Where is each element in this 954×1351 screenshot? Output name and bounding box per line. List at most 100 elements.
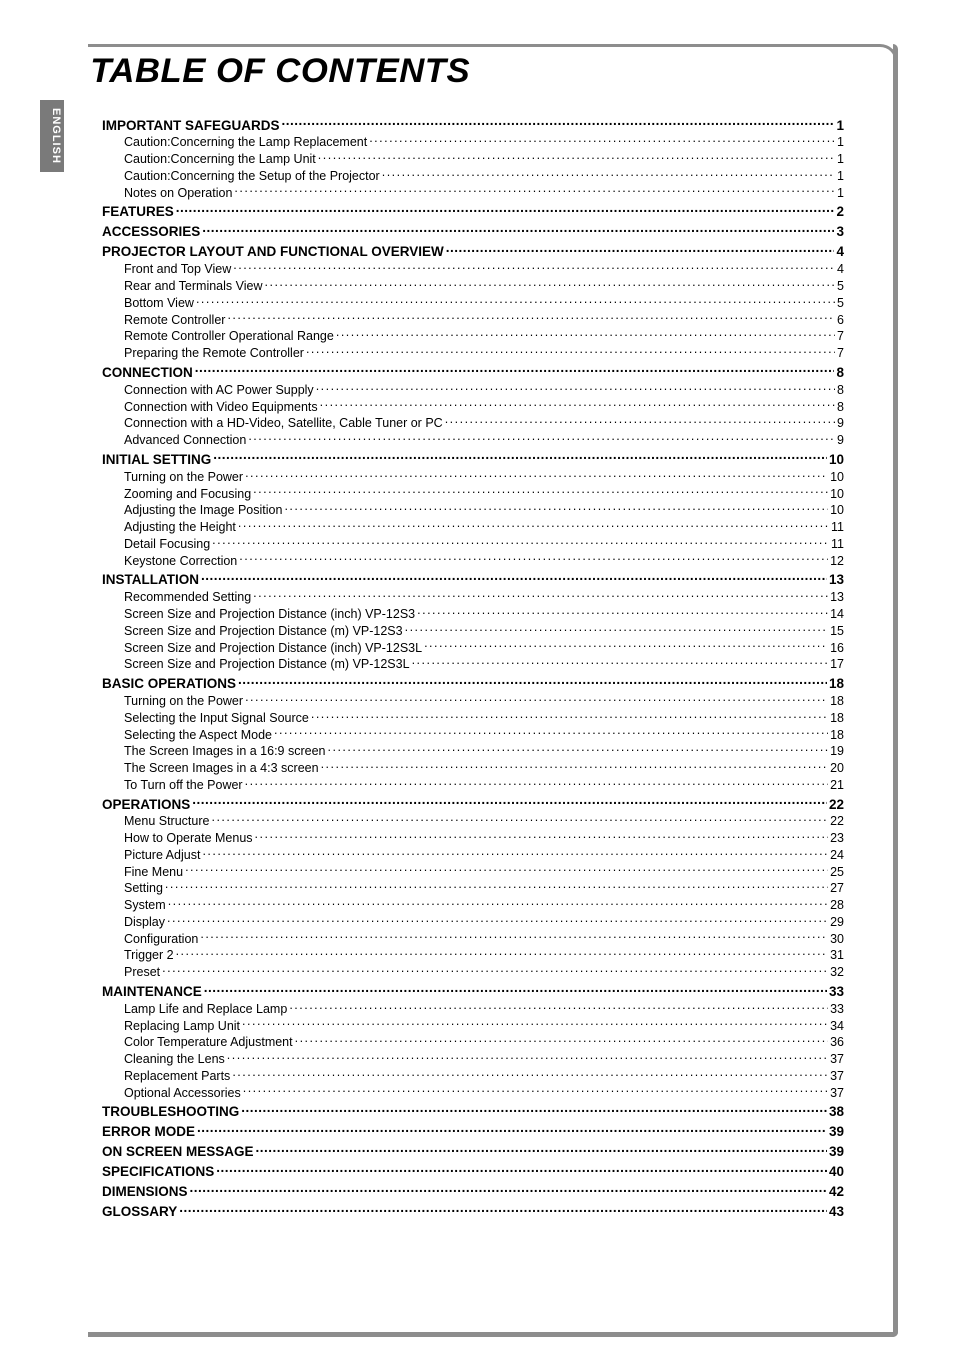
toc-entry-page: 29 [830, 915, 844, 930]
toc-entry[interactable]: INITIAL SETTING 10 [102, 450, 844, 468]
toc-entry[interactable]: Trigger 231 [102, 947, 844, 964]
toc-entry[interactable]: Caution:Concerning the Lamp Replacement1 [102, 134, 844, 151]
toc-entry[interactable]: Display 29 [102, 913, 844, 930]
toc-entry-page: 10 [830, 487, 844, 502]
toc-entry-label: PROJECTOR LAYOUT AND FUNCTIONAL OVERVIEW [102, 244, 444, 260]
toc-entry[interactable]: Bottom View5 [102, 294, 844, 311]
toc-entry[interactable]: PROJECTOR LAYOUT AND FUNCTIONAL OVERVIEW… [102, 243, 844, 261]
toc-entry[interactable]: Optional Accessories37 [102, 1084, 844, 1101]
toc-entry-label: Caution:Concerning the Lamp Replacement [124, 135, 367, 150]
toc-entry-label: INITIAL SETTING [102, 452, 211, 468]
toc-entry[interactable]: Preset32 [102, 964, 844, 981]
toc-entry[interactable]: The Screen Images in a 16:9 screen19 [102, 743, 844, 760]
toc-entry[interactable]: Front and Top View4 [102, 261, 844, 278]
toc-entry[interactable]: Screen Size and Projection Distance (inc… [102, 606, 844, 623]
toc-entry[interactable]: Remote Controller Operational Range7 [102, 328, 844, 345]
toc-leader-dots [234, 184, 835, 197]
toc-entry-label: GLOSSARY [102, 1204, 177, 1220]
toc-entry[interactable]: ERROR MODE39 [102, 1123, 844, 1141]
toc-entry-page: 10 [829, 452, 844, 468]
toc-entry-label: ON SCREEN MESSAGE [102, 1144, 254, 1160]
toc-entry-label: DIMENSIONS [102, 1184, 188, 1200]
toc-entry-page: 1 [836, 118, 844, 134]
toc-entry-page: 33 [830, 1002, 844, 1017]
toc-leader-dots [176, 203, 835, 217]
toc-entry[interactable]: CONNECTION8 [102, 363, 844, 381]
toc-entry[interactable]: Screen Size and Projection Distance (inc… [102, 639, 844, 656]
toc-entry[interactable]: TROUBLESHOOTING38 [102, 1103, 844, 1121]
toc-leader-dots [241, 1103, 827, 1117]
toc-entry-page: 2 [836, 204, 844, 220]
toc-entry-label: ACCESSORIES [102, 224, 200, 240]
toc-leader-dots [328, 743, 829, 756]
toc-entry[interactable]: Cleaning the Lens37 [102, 1051, 844, 1068]
toc-entry[interactable]: Replacement Parts37 [102, 1067, 844, 1084]
toc-entry[interactable]: OPERATIONS22 [102, 795, 844, 813]
toc-entry[interactable]: FEATURES 2 [102, 203, 844, 221]
toc-entry-label: IMPORTANT SAFEGUARDS [102, 118, 280, 134]
toc-entry[interactable]: The Screen Images in a 4:3 screen20 [102, 760, 844, 777]
toc-entry[interactable]: Zooming and Focusing10 [102, 485, 844, 502]
toc-entry[interactable]: Caution:Concerning the Setup of the Proj… [102, 167, 844, 184]
toc-entry-page: 20 [830, 761, 844, 776]
toc-entry[interactable]: Notes on Operation1 [102, 184, 844, 201]
title-bar-frame: TABLE OF CONTENTS [88, 44, 898, 98]
toc-entry[interactable]: Screen Size and Projection Distance (m) … [102, 622, 844, 639]
toc-leader-dots [417, 606, 828, 619]
frame-bottom [88, 1332, 898, 1337]
toc-entry[interactable]: Menu Structure22 [102, 813, 844, 830]
toc-entry-page: 18 [830, 728, 844, 743]
toc-entry[interactable]: Recommended Setting13 [102, 589, 844, 606]
toc-entry[interactable]: BASIC OPERATIONS18 [102, 675, 844, 693]
toc-entry-page: 7 [837, 329, 844, 344]
toc-entry[interactable]: Connection with Video Equipments8 [102, 398, 844, 415]
toc-entry-page: 34 [830, 1019, 844, 1034]
toc-entry[interactable]: Selecting the Input Signal Source18 [102, 709, 844, 726]
toc-entry-label: Display [124, 915, 165, 930]
toc-entry[interactable]: Detail Focusing11 [102, 535, 844, 552]
toc-entry-label: FEATURES [102, 204, 174, 220]
toc-entry[interactable]: Preparing the Remote Controller7 [102, 345, 844, 362]
toc-entry[interactable]: Picture Adjust24 [102, 846, 844, 863]
toc-entry[interactable]: Lamp Life and Replace Lamp33 [102, 1000, 844, 1017]
toc-entry[interactable]: Selecting the Aspect Mode18 [102, 726, 844, 743]
toc-entry[interactable]: GLOSSARY43 [102, 1203, 844, 1221]
toc-entry-page: 37 [830, 1069, 844, 1084]
toc-entry[interactable]: IMPORTANT SAFEGUARDS 1 [102, 116, 844, 134]
toc-entry[interactable]: MAINTENANCE33 [102, 982, 844, 1000]
toc-entry[interactable]: Configuration30 [102, 930, 844, 947]
toc-entry-label: Turning on the Power [124, 694, 243, 709]
toc-entry[interactable]: Turning on the Power18 [102, 693, 844, 710]
toc-entry[interactable]: Rear and Terminals View5 [102, 278, 844, 295]
toc-entry[interactable]: Replacing Lamp Unit34 [102, 1017, 844, 1034]
toc-entry-page: 9 [837, 416, 844, 431]
toc-entry[interactable]: Screen Size and Projection Distance (m) … [102, 656, 844, 673]
toc-entry[interactable]: Setting27 [102, 880, 844, 897]
toc-entry-page: 22 [830, 814, 844, 829]
toc-entry[interactable]: System28 [102, 897, 844, 914]
toc-entry-label: Notes on Operation [124, 186, 232, 201]
toc-entry[interactable]: ON SCREEN MESSAGE39 [102, 1143, 844, 1161]
toc-entry[interactable]: Adjusting the Height11 [102, 519, 844, 536]
toc-entry[interactable]: Color Temperature Adjustment36 [102, 1034, 844, 1051]
toc-entry[interactable]: Caution:Concerning the Lamp Unit1 [102, 151, 844, 168]
toc-entry-page: 7 [837, 346, 844, 361]
toc-entry[interactable]: SPECIFICATIONS40 [102, 1163, 844, 1181]
toc-entry-page: 14 [830, 607, 844, 622]
toc-leader-dots [196, 294, 835, 307]
toc-leader-dots [162, 964, 828, 977]
toc-entry[interactable]: Turning on the Power10 [102, 468, 844, 485]
toc-entry[interactable]: Remote Controller6 [102, 311, 844, 328]
toc-entry[interactable]: INSTALLATION13 [102, 571, 844, 589]
toc-entry[interactable]: Advanced Connection9 [102, 432, 844, 449]
toc-entry[interactable]: Fine Menu25 [102, 863, 844, 880]
toc-entry[interactable]: ACCESSORIES3 [102, 223, 844, 241]
toc-leader-dots [446, 243, 835, 257]
toc-entry[interactable]: Adjusting the Image Position10 [102, 502, 844, 519]
toc-entry[interactable]: Keystone Correction12 [102, 552, 844, 569]
toc-entry[interactable]: To Turn off the Power21 [102, 776, 844, 793]
toc-entry[interactable]: Connection with a HD-Video, Satellite, C… [102, 415, 844, 432]
toc-entry[interactable]: How to Operate Menus23 [102, 830, 844, 847]
toc-entry[interactable]: Connection with AC Power Supply8 [102, 381, 844, 398]
toc-entry[interactable]: DIMENSIONS42 [102, 1183, 844, 1201]
